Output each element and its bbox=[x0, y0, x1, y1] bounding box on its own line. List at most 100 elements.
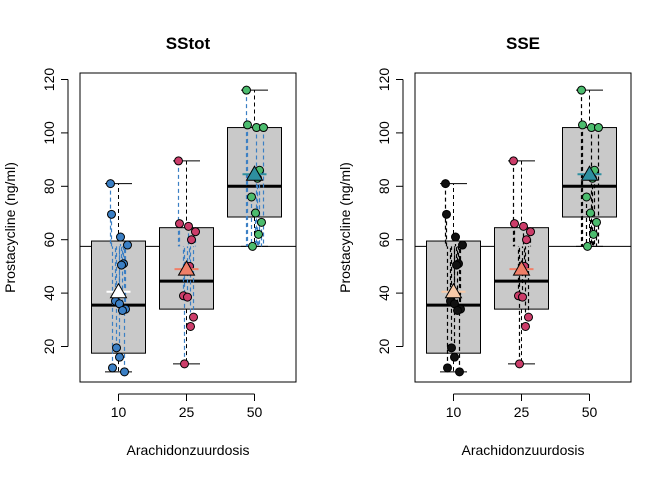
data-point bbox=[184, 221, 193, 231]
y-tick-label: 60 bbox=[376, 232, 392, 248]
data-point bbox=[441, 179, 450, 189]
x-tick-label: 10 bbox=[111, 404, 127, 420]
data-point bbox=[578, 120, 587, 130]
y-tick-label: 100 bbox=[376, 121, 392, 145]
mean-triangle bbox=[245, 165, 264, 181]
data-point bbox=[443, 363, 452, 373]
data-point bbox=[117, 260, 126, 270]
data-point bbox=[589, 229, 598, 239]
chart-title: SSE bbox=[506, 34, 540, 53]
data-point bbox=[452, 260, 461, 270]
points-10 bbox=[441, 179, 467, 377]
data-point bbox=[183, 292, 192, 302]
data-point bbox=[174, 156, 183, 166]
plot-frame bbox=[414, 72, 632, 383]
panel-sse: SSE Arachidonzuurdosis Prostacycline (ng… bbox=[337, 34, 632, 458]
data-point bbox=[108, 363, 117, 373]
data-point bbox=[521, 321, 530, 331]
data-point bbox=[594, 123, 603, 133]
data-point bbox=[583, 241, 592, 251]
y-axis: 20 40 60 80 100 120 bbox=[376, 68, 404, 355]
y-tick-label: 40 bbox=[41, 285, 57, 301]
data-point bbox=[251, 208, 260, 218]
data-point bbox=[257, 217, 266, 227]
y-axis: 20 40 60 80 100 120 bbox=[41, 68, 69, 355]
x-tick-label: 10 bbox=[446, 404, 462, 420]
data-point bbox=[118, 305, 127, 315]
data-point bbox=[259, 123, 268, 133]
data-point bbox=[455, 367, 464, 377]
data-point bbox=[106, 179, 115, 189]
y-axis-label: Prostacycline (ng/ml) bbox=[2, 162, 18, 293]
data-point bbox=[522, 235, 531, 245]
mean-triangle bbox=[109, 282, 128, 299]
data-point bbox=[526, 227, 535, 237]
x-axis-label: Arachidonzuurdosis bbox=[127, 442, 250, 458]
x-tick-label: 50 bbox=[582, 404, 598, 420]
data-point bbox=[120, 367, 129, 377]
data-point bbox=[191, 227, 200, 237]
y-tick-label: 80 bbox=[41, 178, 57, 194]
data-point bbox=[592, 217, 601, 227]
data-point bbox=[586, 208, 595, 218]
x-tick-label: 50 bbox=[247, 404, 263, 420]
data-point bbox=[510, 219, 519, 229]
box-10 bbox=[426, 183, 481, 373]
mean-triangle bbox=[177, 260, 196, 276]
data-point bbox=[447, 343, 456, 353]
data-point bbox=[582, 192, 591, 202]
y-tick-label: 120 bbox=[41, 68, 57, 92]
data-point bbox=[248, 241, 257, 251]
y-tick-label: 20 bbox=[376, 339, 392, 355]
data-point bbox=[451, 232, 460, 242]
mean-triangle bbox=[444, 282, 463, 299]
y-axis-label: Prostacycline (ng/ml) bbox=[337, 162, 353, 293]
data-point bbox=[180, 359, 189, 369]
x-axis: 10 25 50 bbox=[111, 393, 263, 420]
y-tick-label: 40 bbox=[376, 285, 392, 301]
data-point bbox=[577, 85, 586, 95]
chart-title: SStot bbox=[166, 34, 211, 53]
points-50 bbox=[242, 85, 268, 251]
data-point bbox=[518, 292, 527, 302]
data-point bbox=[242, 85, 251, 95]
data-point bbox=[450, 352, 459, 362]
data-point bbox=[175, 219, 184, 229]
points-25 bbox=[174, 156, 200, 369]
data-point bbox=[243, 120, 252, 130]
data-point bbox=[115, 352, 124, 362]
mean-triangle bbox=[512, 260, 531, 276]
y-tick-label: 60 bbox=[41, 232, 57, 248]
y-tick-label: 100 bbox=[41, 121, 57, 145]
mean-triangle bbox=[580, 165, 599, 181]
data-point bbox=[524, 312, 533, 322]
panel-sstot: SStot Arachidonzuurdosis Prostacycline (… bbox=[2, 34, 297, 458]
data-point bbox=[189, 312, 198, 322]
data-point bbox=[254, 229, 263, 239]
data-point bbox=[107, 209, 116, 219]
points-50 bbox=[577, 85, 603, 251]
data-point bbox=[519, 221, 528, 231]
x-axis-label: Arachidonzuurdosis bbox=[462, 442, 585, 458]
y-tick-label: 20 bbox=[41, 339, 57, 355]
data-point bbox=[187, 235, 196, 245]
data-point bbox=[116, 232, 125, 242]
box-10 bbox=[91, 183, 146, 373]
data-point bbox=[112, 343, 121, 353]
data-point bbox=[453, 305, 462, 315]
plot-frame bbox=[79, 72, 297, 383]
data-point bbox=[186, 321, 195, 331]
x-axis: 10 25 50 bbox=[446, 393, 598, 420]
data-point bbox=[123, 240, 132, 250]
points-25 bbox=[509, 156, 535, 369]
data-point bbox=[515, 359, 524, 369]
data-point bbox=[458, 240, 467, 250]
x-tick-label: 25 bbox=[514, 404, 530, 420]
data-point bbox=[247, 192, 256, 202]
y-tick-label: 120 bbox=[376, 68, 392, 92]
x-tick-label: 25 bbox=[179, 404, 195, 420]
y-tick-label: 80 bbox=[376, 178, 392, 194]
points-10 bbox=[106, 179, 132, 377]
data-point bbox=[442, 209, 451, 219]
box-50 bbox=[562, 89, 617, 247]
